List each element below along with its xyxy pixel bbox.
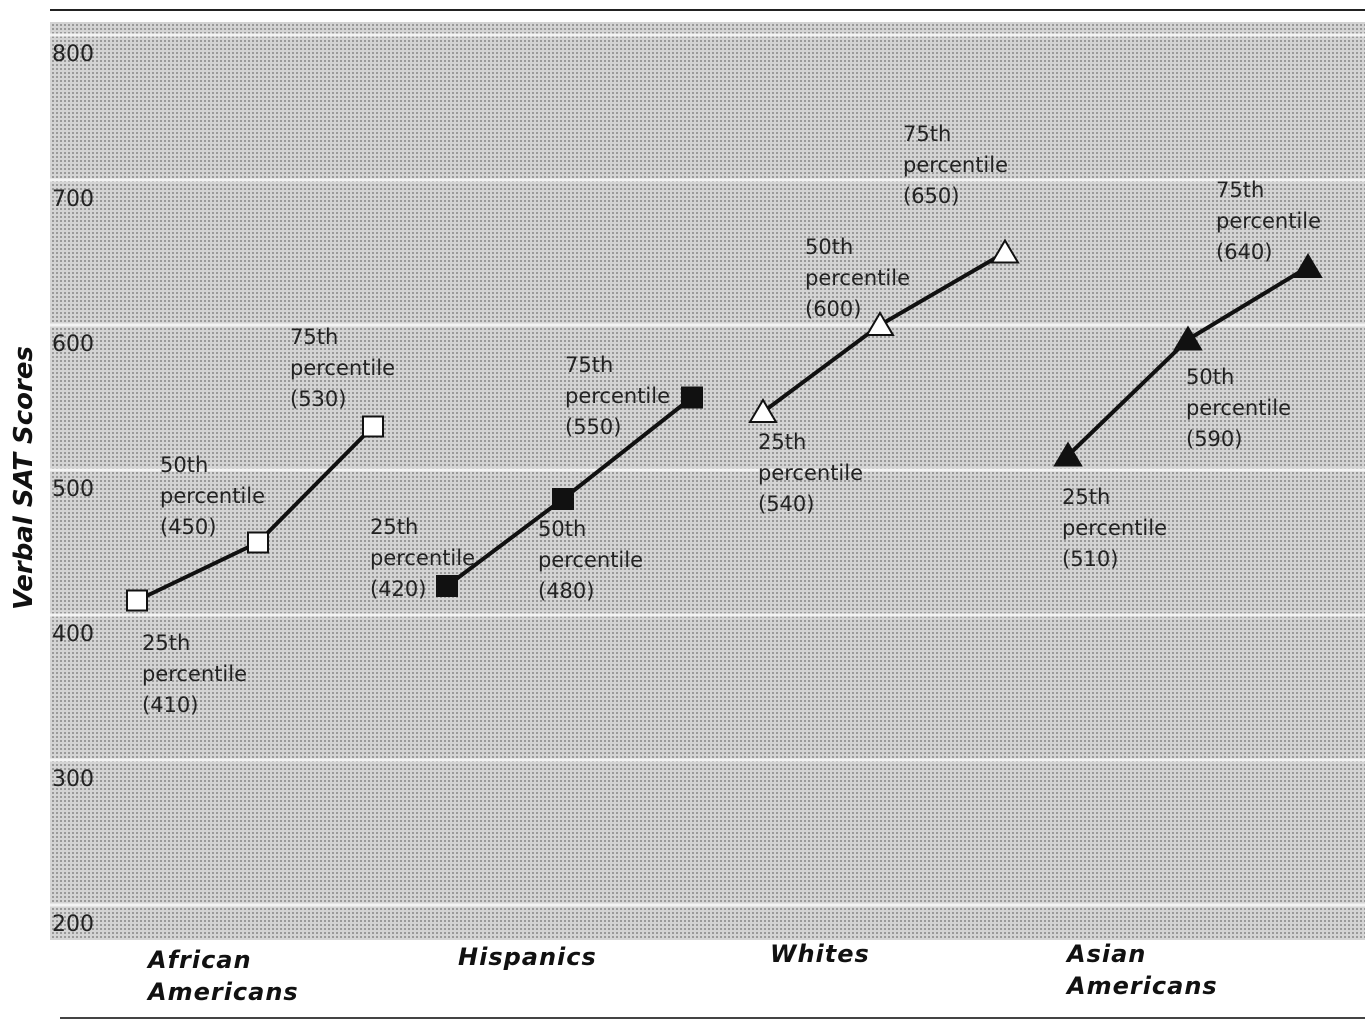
percentile-word: percentile xyxy=(1062,515,1168,540)
marker xyxy=(990,238,1020,264)
point-label: 25th percentile (510) xyxy=(1062,482,1182,575)
percentile-word: percentile xyxy=(142,661,248,686)
percentile-rank: 50th xyxy=(1186,364,1235,389)
percentile-word: percentile xyxy=(538,548,644,572)
percentile-rank: 25th xyxy=(758,430,807,454)
percentile-word: percentile xyxy=(160,483,266,508)
plot-background xyxy=(50,22,1365,940)
y-tick-label: 300 xyxy=(52,767,94,792)
percentile-rank: 25th xyxy=(142,630,191,655)
value-label: (530) xyxy=(290,386,347,411)
point-label: 75th percentile (640) xyxy=(1216,175,1336,268)
percentile-rank: 25th xyxy=(370,515,419,539)
value-label: (590) xyxy=(1186,426,1243,451)
y-tick-label: 600 xyxy=(52,332,94,357)
point-label: 50th percentile (600) xyxy=(805,232,925,325)
marker xyxy=(247,531,269,554)
x-category-label: Asian Americans xyxy=(1067,940,1218,1000)
value-label: (650) xyxy=(903,183,960,208)
x-category-label: Whites xyxy=(770,940,870,968)
percentile-rank: 75th xyxy=(565,352,614,377)
y-tick-label: 800 xyxy=(52,42,94,67)
percentile-word: percentile xyxy=(290,355,396,380)
value-label: (450) xyxy=(160,514,217,539)
marker xyxy=(865,311,895,336)
marker xyxy=(681,386,703,409)
y-tick-label: 200 xyxy=(52,912,94,937)
marker xyxy=(362,415,384,438)
y-tick-label: 500 xyxy=(52,477,94,502)
point-label: 50th percentile (590) xyxy=(1186,362,1306,455)
point-label: 25th percentile (410) xyxy=(142,628,262,721)
value-label: (540) xyxy=(758,492,815,516)
marker xyxy=(126,589,148,612)
x-category-label: Hispanics xyxy=(458,943,597,971)
percentile-word: percentile xyxy=(805,266,911,290)
value-label: (480) xyxy=(538,579,595,603)
percentile-word: percentile xyxy=(370,546,476,570)
y-tick-label: 700 xyxy=(52,187,94,212)
percentile-word: percentile xyxy=(1186,395,1292,420)
percentile-rank: 75th xyxy=(903,121,952,146)
percentile-rank: 50th xyxy=(160,452,209,477)
marker xyxy=(436,575,458,597)
percentile-word: percentile xyxy=(758,461,864,485)
marker xyxy=(1173,325,1203,351)
percentile-rank: 75th xyxy=(290,324,339,349)
point-label: 50th percentile (480) xyxy=(538,514,658,607)
point-label: 50th percentile (450) xyxy=(160,450,280,543)
value-label: (550) xyxy=(565,414,622,439)
percentile-rank: 75th xyxy=(1216,178,1265,202)
percentile-rank: 50th xyxy=(538,517,587,541)
value-label: (410) xyxy=(142,692,199,717)
point-label: 75th percentile (650) xyxy=(903,119,1023,212)
percentile-rank: 25th xyxy=(1062,484,1111,509)
value-label: (640) xyxy=(1216,240,1273,264)
point-label: 75th percentile (550) xyxy=(565,350,685,443)
y-tick-label: 400 xyxy=(52,622,94,647)
marker xyxy=(552,488,574,510)
value-label: (510) xyxy=(1062,546,1119,571)
marker xyxy=(1293,253,1323,278)
marker xyxy=(1053,441,1083,467)
y-axis-title: Verbal SAT Scores xyxy=(9,346,39,610)
percentile-word: percentile xyxy=(903,152,1009,177)
percentile-rank: 50th xyxy=(805,235,854,259)
value-label: (600) xyxy=(805,297,862,321)
value-label: (420) xyxy=(370,577,427,601)
point-label: 75th percentile (530) xyxy=(290,322,410,415)
percentile-word: percentile xyxy=(565,383,671,408)
x-category-label: African Americans xyxy=(148,946,299,1006)
point-label: 25th percentile (420) xyxy=(370,512,490,605)
percentile-word: percentile xyxy=(1216,209,1322,233)
point-label: 25th percentile (540) xyxy=(758,427,878,520)
marker xyxy=(748,398,778,423)
